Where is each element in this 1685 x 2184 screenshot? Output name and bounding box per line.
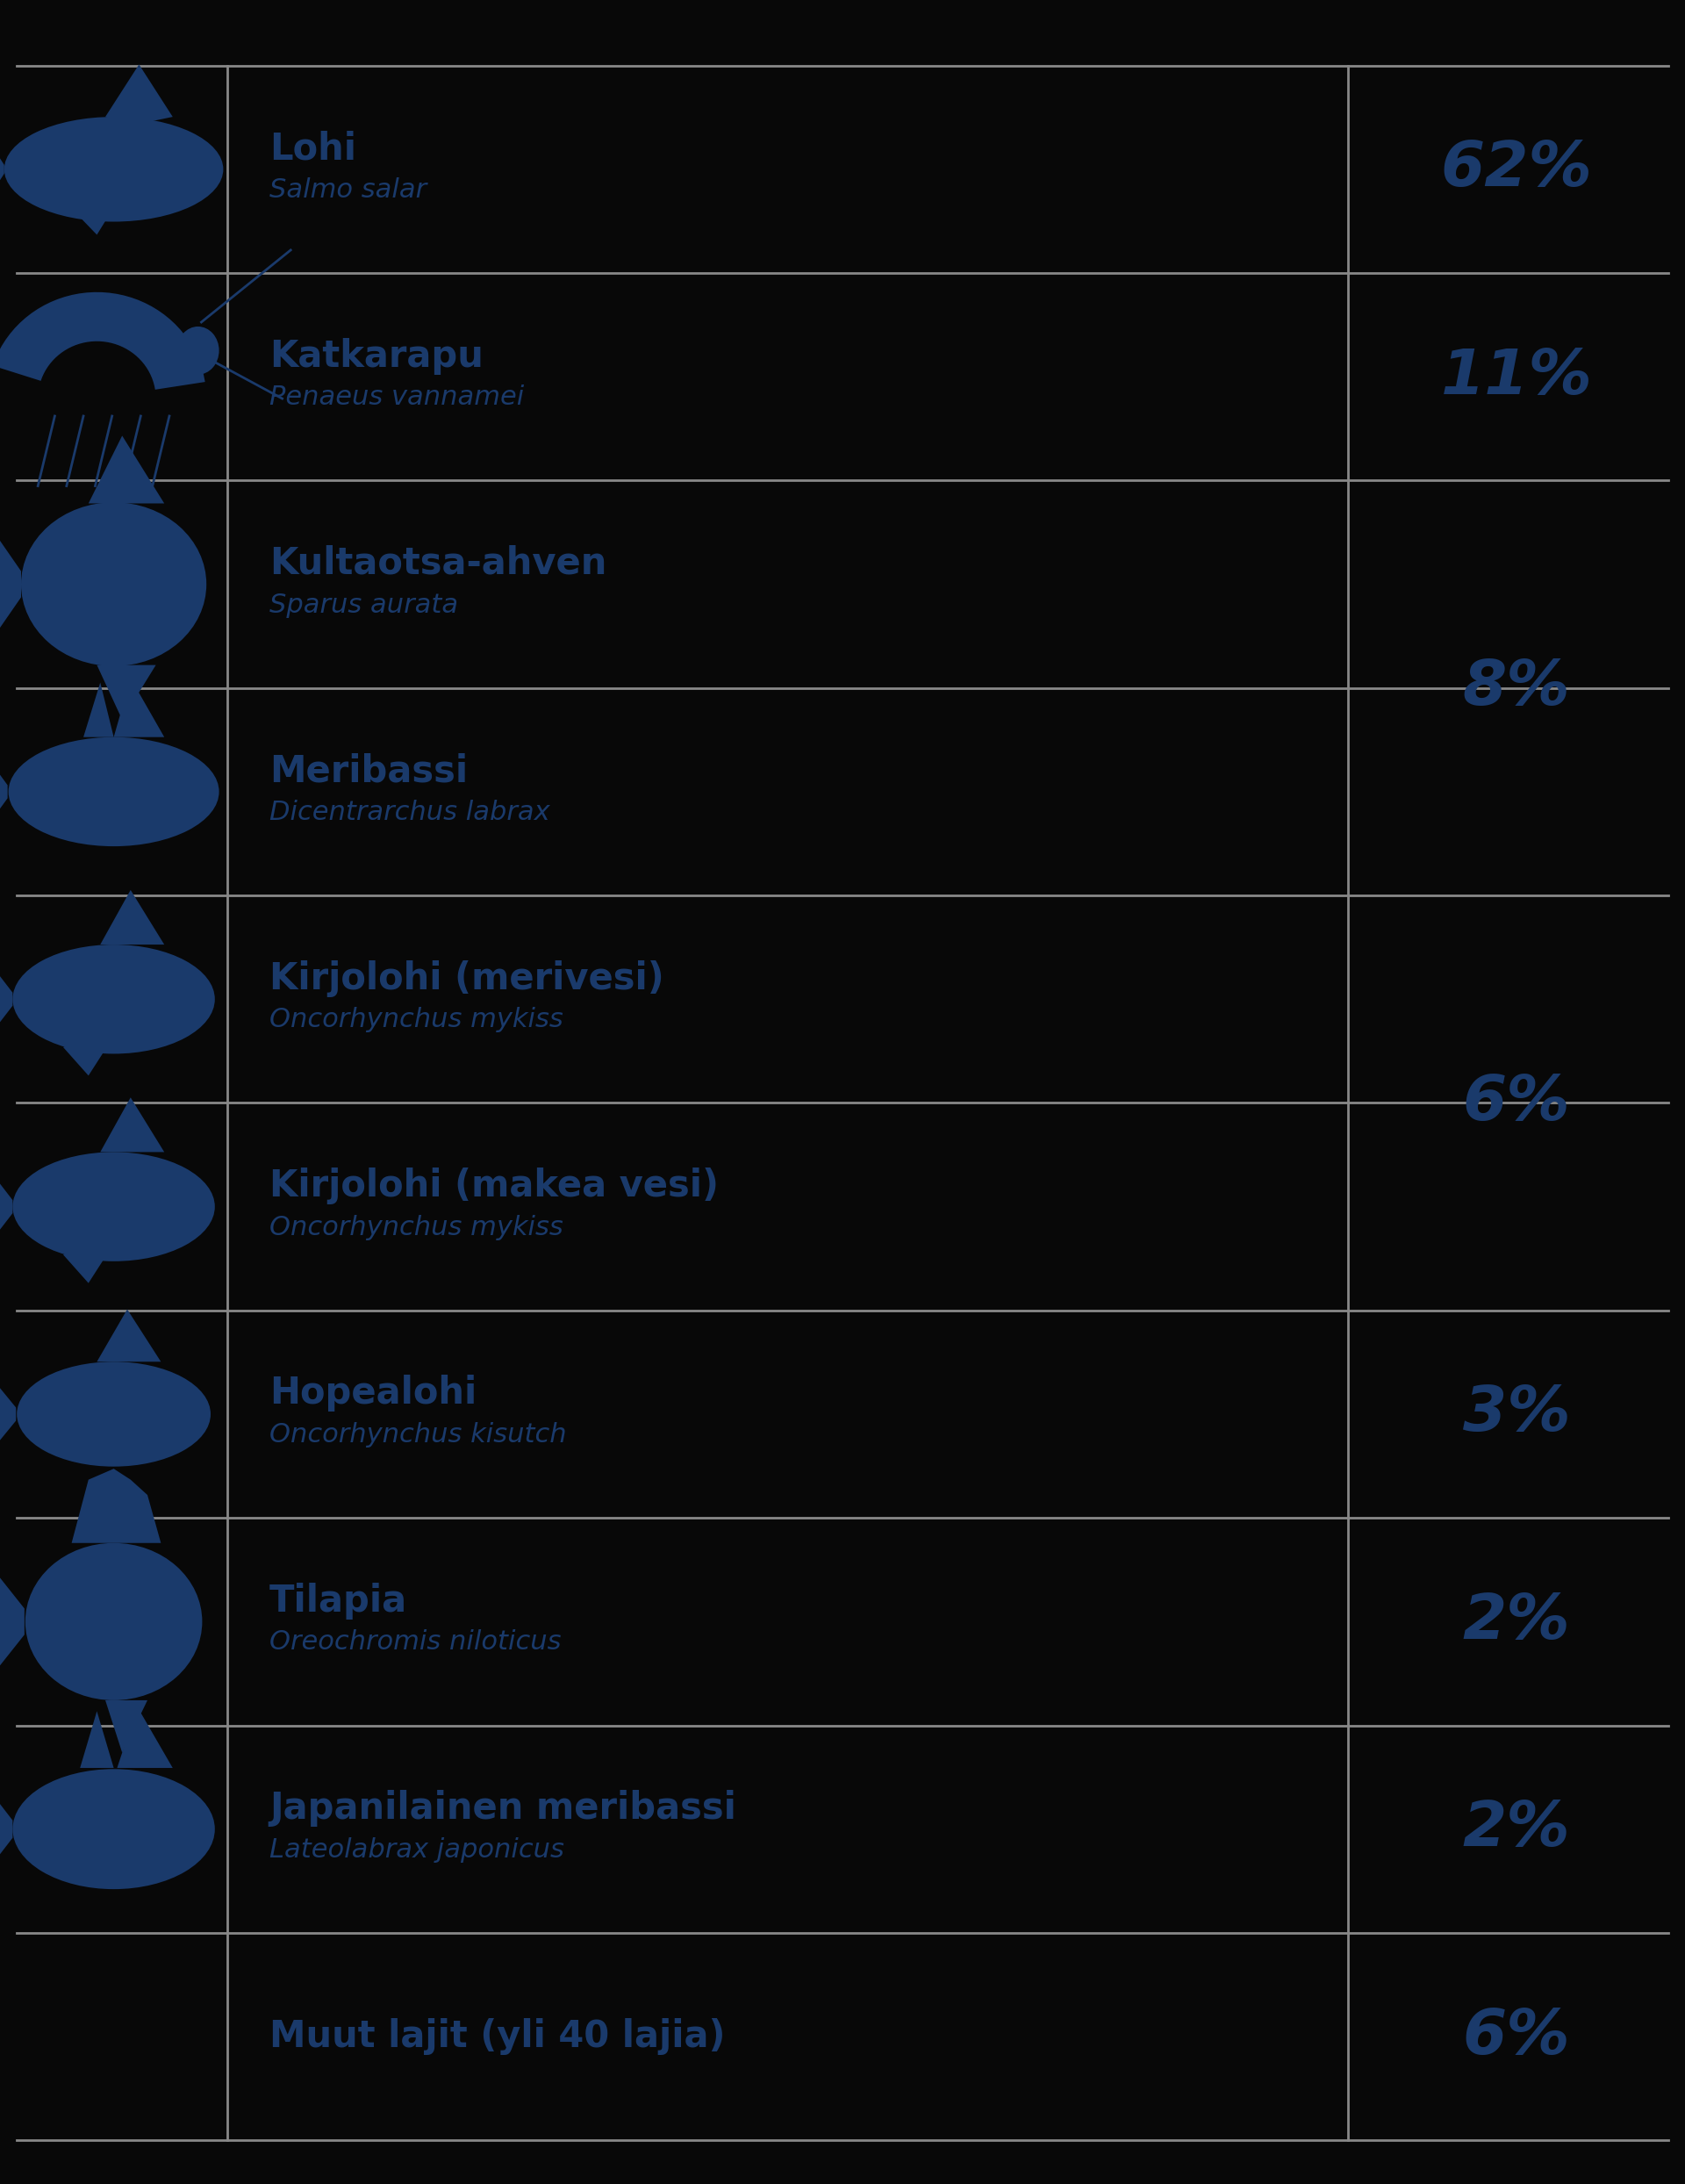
Text: Hopealohi: Hopealohi [270,1376,477,1411]
Polygon shape [101,891,165,943]
Polygon shape [71,181,131,236]
Polygon shape [0,917,13,1083]
Ellipse shape [22,502,207,666]
Text: 62%: 62% [1441,140,1592,199]
Text: Kultaotsa-ahven: Kultaotsa-ahven [270,546,607,581]
Polygon shape [104,1701,148,1752]
Polygon shape [0,487,22,684]
Polygon shape [84,681,115,738]
Polygon shape [0,1535,25,1710]
Text: 6%: 6% [1463,1072,1570,1133]
Ellipse shape [13,943,216,1055]
Polygon shape [98,666,155,721]
Text: 2%: 2% [1463,1800,1570,1859]
Polygon shape [116,1708,174,1769]
Polygon shape [89,437,165,505]
Text: Tilapia: Tilapia [270,1583,408,1618]
Text: Kirjolohi (merivesi): Kirjolohi (merivesi) [270,961,664,996]
Text: Lohi: Lohi [270,131,357,166]
Ellipse shape [17,1363,211,1468]
Ellipse shape [177,328,219,376]
Text: Meribassi: Meribassi [270,753,468,788]
Polygon shape [0,1738,13,1922]
Polygon shape [101,1099,165,1153]
Text: Oreochromis niloticus: Oreochromis niloticus [270,1629,561,1655]
Polygon shape [64,1219,131,1284]
Text: 11%: 11% [1441,347,1592,406]
Text: Oncorhynchus kisutch: Oncorhynchus kisutch [270,1422,566,1448]
Text: 2%: 2% [1463,1592,1570,1651]
Text: Japanilainen meribassi: Japanilainen meribassi [270,1791,736,1826]
Text: Salmo salar: Salmo salar [270,177,426,203]
Text: Lateolabrax japonicus: Lateolabrax japonicus [270,1837,564,1863]
Text: 8%: 8% [1463,657,1570,719]
Polygon shape [0,293,206,389]
Text: Sparus aurata: Sparus aurata [270,592,458,618]
Ellipse shape [25,1544,202,1701]
Ellipse shape [5,118,224,223]
Text: 6%: 6% [1463,2007,1570,2066]
Polygon shape [115,677,165,738]
Text: 3%: 3% [1463,1385,1570,1444]
Polygon shape [0,85,5,253]
Polygon shape [71,1470,162,1544]
Polygon shape [0,1125,13,1289]
Polygon shape [0,1337,17,1492]
Text: Dicentrarchus labrax: Dicentrarchus labrax [270,799,549,826]
Text: Penaeus vannamei: Penaeus vannamei [270,384,524,411]
Polygon shape [0,703,8,880]
Text: Oncorhynchus mykiss: Oncorhynchus mykiss [270,1007,563,1033]
Polygon shape [64,1009,131,1077]
Text: Muut lajit (yli 40 lajia): Muut lajit (yli 40 lajia) [270,2018,726,2055]
Text: Kirjolohi (makea vesi): Kirjolohi (makea vesi) [270,1168,719,1203]
Polygon shape [98,1310,162,1363]
Text: Katkarapu: Katkarapu [270,339,484,373]
Ellipse shape [13,1769,216,1889]
Polygon shape [81,1712,115,1769]
Ellipse shape [8,738,219,847]
Polygon shape [104,63,174,124]
Text: Oncorhynchus mykiss: Oncorhynchus mykiss [270,1214,563,1241]
Ellipse shape [13,1153,216,1262]
